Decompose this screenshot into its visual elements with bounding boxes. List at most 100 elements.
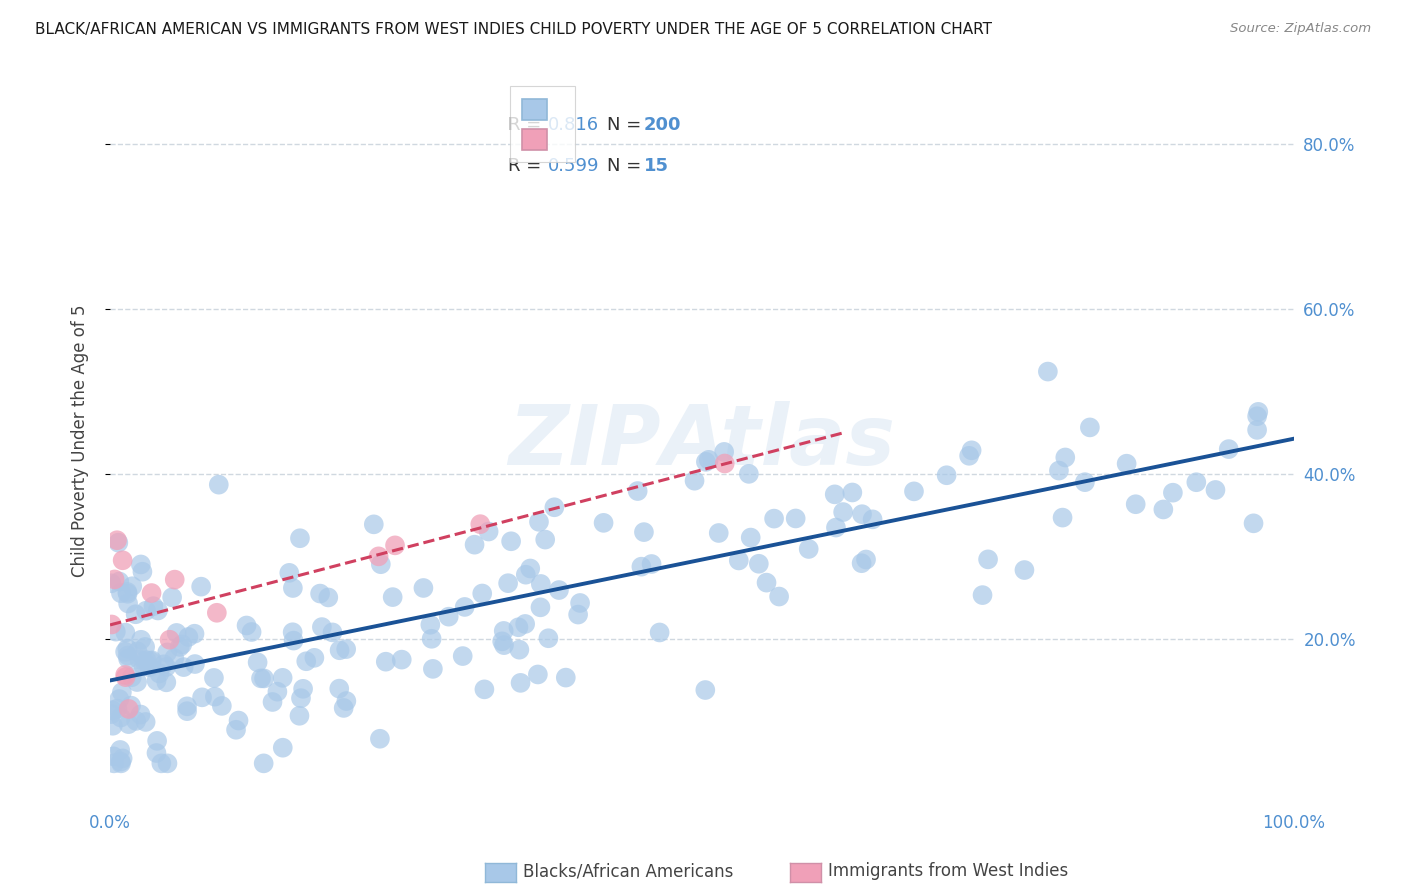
Point xyxy=(100,617,122,632)
Point xyxy=(159,632,181,647)
Point xyxy=(266,684,288,698)
Point xyxy=(121,670,143,684)
Text: N =: N = xyxy=(607,157,647,175)
Point xyxy=(727,553,749,567)
Point xyxy=(960,443,983,458)
Point xyxy=(332,701,354,715)
Point xyxy=(166,626,188,640)
Text: R =: R = xyxy=(508,116,547,134)
Point xyxy=(117,717,139,731)
Point xyxy=(755,575,778,590)
Point xyxy=(683,474,706,488)
Y-axis label: Child Poverty Under the Age of 5: Child Poverty Under the Age of 5 xyxy=(72,305,89,577)
Point xyxy=(748,557,770,571)
Point xyxy=(492,624,515,638)
Point xyxy=(548,582,571,597)
Point xyxy=(124,607,146,622)
Point xyxy=(1125,497,1147,511)
Text: 0.816: 0.816 xyxy=(548,116,599,134)
Point xyxy=(129,558,152,572)
Point xyxy=(114,625,136,640)
Point xyxy=(163,573,186,587)
Point xyxy=(1054,450,1077,465)
Point xyxy=(508,620,530,634)
Point xyxy=(1247,405,1270,419)
Point xyxy=(1014,563,1036,577)
Point xyxy=(110,756,132,771)
Point xyxy=(153,657,176,672)
Point xyxy=(176,704,198,718)
Point xyxy=(412,581,434,595)
Point xyxy=(569,596,592,610)
Point xyxy=(470,517,492,532)
Point xyxy=(117,641,139,656)
Point xyxy=(169,640,191,654)
Point xyxy=(697,452,720,467)
Point xyxy=(529,600,551,615)
Point xyxy=(111,553,134,567)
Point xyxy=(508,642,530,657)
Point xyxy=(148,666,170,681)
Point xyxy=(105,701,128,715)
Text: Source: ZipAtlas.com: Source: ZipAtlas.com xyxy=(1230,22,1371,36)
Point xyxy=(335,694,357,708)
Point xyxy=(211,698,233,713)
Point xyxy=(527,515,550,529)
Point xyxy=(288,531,311,545)
Point xyxy=(381,590,404,604)
Point xyxy=(367,549,389,564)
Point xyxy=(176,699,198,714)
Point xyxy=(135,714,157,729)
Point xyxy=(114,645,136,659)
Point xyxy=(527,667,550,681)
Point xyxy=(111,751,134,765)
Point xyxy=(145,746,167,760)
Point xyxy=(1074,475,1097,490)
Point xyxy=(281,625,304,640)
Point xyxy=(543,500,565,515)
Point xyxy=(114,668,136,682)
Point xyxy=(592,516,614,530)
Point xyxy=(117,648,139,663)
Point xyxy=(977,552,1000,566)
Point xyxy=(630,559,652,574)
Text: N =: N = xyxy=(607,116,647,134)
Point xyxy=(311,620,333,634)
Point xyxy=(110,586,132,600)
Point xyxy=(104,573,127,587)
Point xyxy=(1036,365,1059,379)
Point xyxy=(530,577,553,591)
Point xyxy=(271,671,294,685)
Point xyxy=(131,565,153,579)
Text: Blacks/African Americans: Blacks/African Americans xyxy=(523,863,734,880)
Point xyxy=(321,625,343,640)
Point xyxy=(100,707,122,722)
Point xyxy=(141,653,163,667)
Point xyxy=(851,556,873,570)
Point xyxy=(713,457,735,471)
Point xyxy=(208,477,231,491)
Point xyxy=(391,652,413,666)
Point xyxy=(491,634,513,648)
Point xyxy=(515,616,537,631)
Point xyxy=(129,632,152,647)
Point xyxy=(132,659,155,673)
Point xyxy=(177,630,200,644)
Point xyxy=(554,671,576,685)
Point xyxy=(862,512,884,526)
Point xyxy=(1243,516,1265,531)
Point xyxy=(534,533,557,547)
Point xyxy=(135,604,157,618)
Point xyxy=(567,607,589,622)
Point xyxy=(253,672,276,686)
Text: R =: R = xyxy=(508,157,547,175)
Point xyxy=(114,670,136,684)
Point xyxy=(160,591,183,605)
Point xyxy=(262,695,284,709)
Point xyxy=(138,660,160,674)
Point xyxy=(464,538,486,552)
Point xyxy=(108,692,131,706)
Point xyxy=(101,703,124,717)
Point xyxy=(363,517,385,532)
Point xyxy=(1161,485,1184,500)
